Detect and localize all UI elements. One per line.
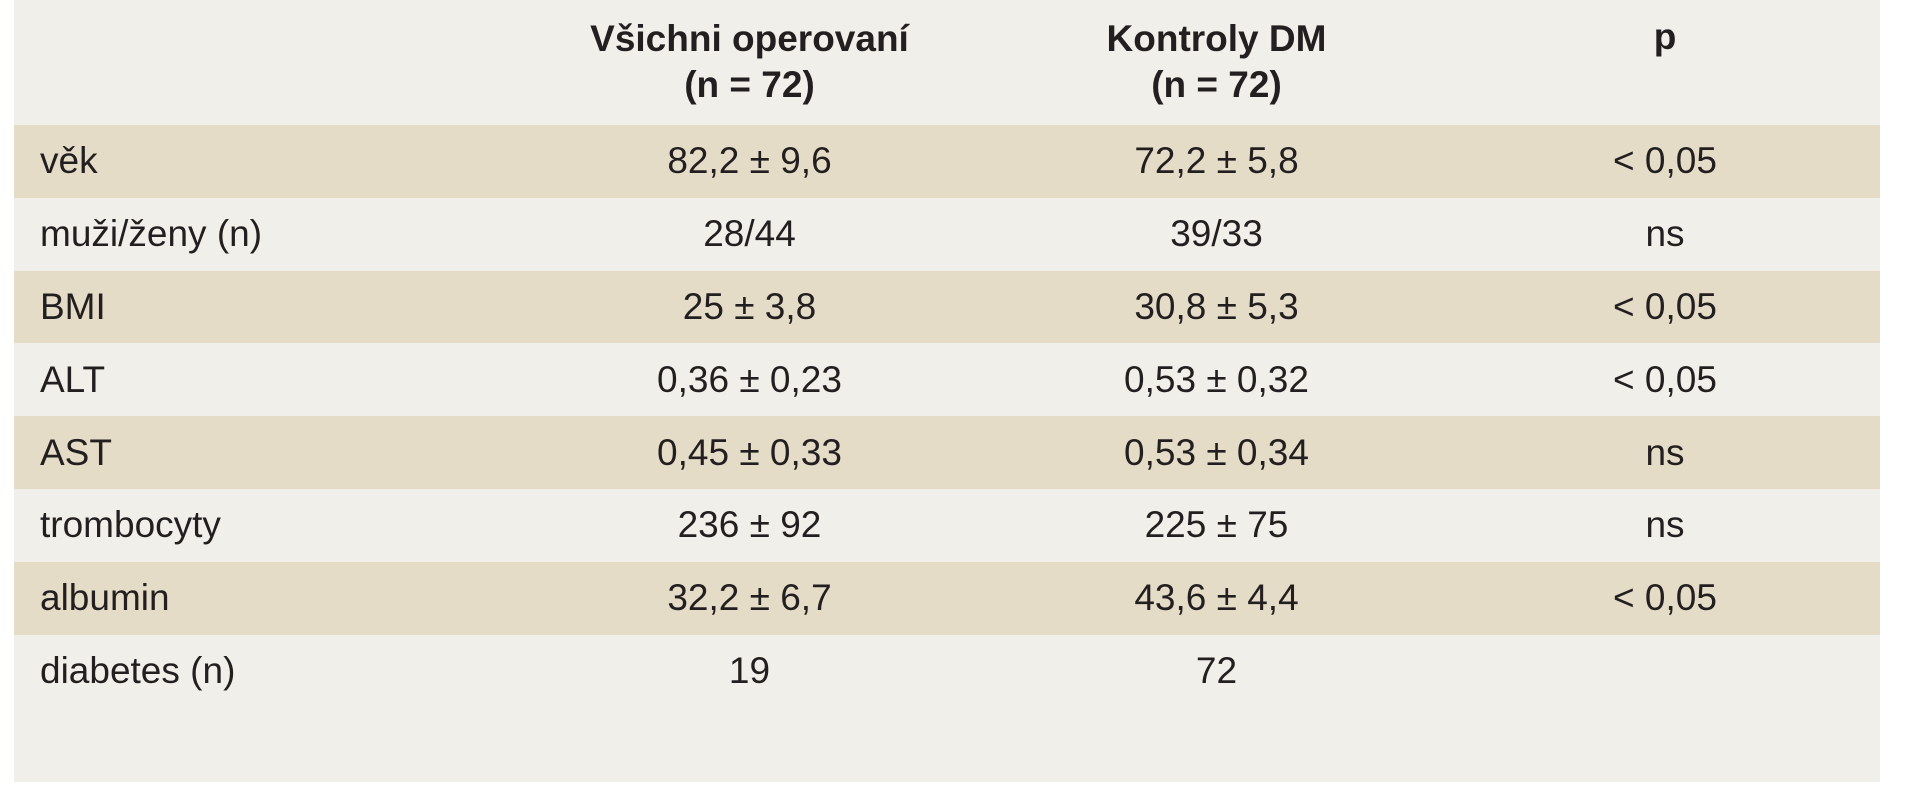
cell-p-value: ns [1645,504,1685,546]
header-controls-title: Kontroly DM [1106,17,1327,59]
header-controls-count: (n = 72) [1151,63,1282,105]
cell-controls: 72 [1195,649,1238,691]
cell-operated: 0,45 ± 0,33 [657,431,842,473]
row-label: BMI [40,285,106,327]
cell-controls: 30,8 ± 5,3 [1134,285,1299,327]
row-label: AST [40,431,112,473]
cell-p-value: ns [1645,213,1685,255]
cell-p-value: < 0,05 [1613,358,1717,400]
row-label: věk [40,140,98,182]
cell-p-value: ns [1645,431,1685,473]
cell-operated: 82,2 ± 9,6 [667,140,832,182]
table-row: věk 82,2 ± 9,6 72,2 ± 5,8 < 0,05 [14,125,1880,198]
cell-controls: 225 ± 75 [1144,504,1289,546]
cell-p-value: < 0,05 [1613,140,1717,182]
cell-operated: 28/44 [703,213,796,255]
cell-controls: 39/33 [1170,213,1263,255]
cell-operated: 0,36 ± 0,23 [657,358,842,400]
header-operated-title: Všichni operovaní [590,17,909,59]
row-label: albumin [40,577,170,619]
cell-operated: 19 [728,649,771,691]
cell-operated: 236 ± 92 [677,504,822,546]
table-body: věk 82,2 ± 9,6 72,2 ± 5,8 < 0,05 muži/ženy (… [14,125,1880,707]
row-label: trombocyty [40,504,221,546]
table-row: albumin 32,2 ± 6,7 43,6 ± 4,4 < 0,05 [14,561,1880,635]
header-operated: Všichni operovaní (n = 72) [516,0,983,125]
cell-controls: 0,53 ± 0,32 [1124,358,1309,400]
cell-p-value [1450,635,1880,708]
cell-p-value: < 0,05 [1613,285,1717,327]
cell-controls: 72,2 ± 5,8 [1134,140,1299,182]
cell-controls: 0,53 ± 0,34 [1124,431,1309,473]
table-row: BMI 25 ± 3,8 30,8 ± 5,3 < 0,05 [14,270,1880,344]
row-label: diabetes (n) [40,649,236,691]
table-row: AST 0,45 ± 0,33 0,53 ± 0,34 ns [14,416,1880,489]
cell-operated: 25 ± 3,8 [682,285,817,327]
header-p-value: p [1653,16,1677,57]
cell-operated: 32,2 ± 6,7 [667,577,832,619]
header-operated-count: (n = 72) [684,63,815,105]
table-background [14,0,1880,782]
header-row: Všichni operovaní (n = 72) Kontroly DM (… [14,0,1880,125]
table-row: muži/ženy (n) 28/44 39/33 ns [14,198,1880,271]
table-row: ALT 0,36 ± 0,23 0,53 ± 0,32 < 0,05 [14,343,1880,416]
table-row: diabetes (n) 19 72 [14,635,1880,708]
table-row: trombocyty 236 ± 92 225 ± 75 ns [14,489,1880,562]
row-label: muži/ženy (n) [40,213,263,255]
cell-controls: 43,6 ± 4,4 [1134,577,1299,619]
row-label: ALT [40,358,106,400]
header-label-cell [14,0,516,125]
cell-p-value: < 0,05 [1613,577,1717,619]
comparison-table: Všichni operovaní (n = 72) Kontroly DM (… [14,0,1880,707]
header-controls: Kontroly DM (n = 72) [983,0,1450,125]
